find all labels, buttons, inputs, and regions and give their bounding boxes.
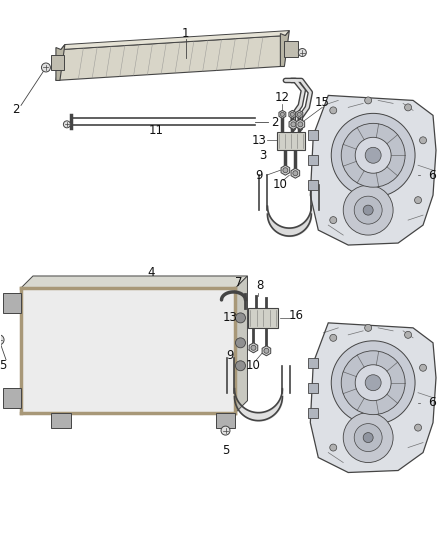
Circle shape <box>0 335 4 345</box>
FancyBboxPatch shape <box>248 308 279 328</box>
Circle shape <box>363 205 373 215</box>
Polygon shape <box>56 45 65 80</box>
Text: 5: 5 <box>0 359 7 372</box>
Circle shape <box>330 444 337 451</box>
Circle shape <box>341 351 405 415</box>
Circle shape <box>290 112 294 116</box>
Circle shape <box>283 168 288 173</box>
Text: 16: 16 <box>289 309 304 322</box>
Polygon shape <box>262 346 271 356</box>
Polygon shape <box>289 110 296 118</box>
FancyBboxPatch shape <box>308 408 318 418</box>
Text: 7: 7 <box>235 277 242 289</box>
FancyBboxPatch shape <box>3 387 21 408</box>
Polygon shape <box>296 119 305 130</box>
Circle shape <box>354 424 382 451</box>
Circle shape <box>330 216 337 224</box>
FancyBboxPatch shape <box>308 358 318 368</box>
Circle shape <box>414 197 421 204</box>
Text: 10: 10 <box>273 177 288 191</box>
Circle shape <box>343 413 393 463</box>
Circle shape <box>291 122 296 127</box>
Circle shape <box>420 364 427 372</box>
Circle shape <box>341 123 405 187</box>
Text: 11: 11 <box>148 124 163 137</box>
Polygon shape <box>61 30 290 50</box>
FancyBboxPatch shape <box>308 383 318 393</box>
Circle shape <box>363 433 373 442</box>
Circle shape <box>293 171 298 176</box>
Circle shape <box>221 426 230 435</box>
Circle shape <box>280 112 284 116</box>
Circle shape <box>236 361 245 371</box>
Polygon shape <box>56 36 286 80</box>
Polygon shape <box>289 119 298 130</box>
Circle shape <box>330 334 337 341</box>
Circle shape <box>297 112 301 116</box>
Circle shape <box>405 104 412 111</box>
Polygon shape <box>280 30 290 67</box>
Circle shape <box>354 196 382 224</box>
Circle shape <box>365 147 381 163</box>
Text: 1: 1 <box>182 27 189 40</box>
Text: 10: 10 <box>246 359 261 372</box>
Text: 8: 8 <box>257 279 264 293</box>
Circle shape <box>405 332 412 338</box>
Text: 9: 9 <box>227 349 234 362</box>
FancyBboxPatch shape <box>215 413 236 427</box>
Polygon shape <box>249 343 258 353</box>
Circle shape <box>331 114 415 197</box>
Text: 4: 4 <box>147 266 155 279</box>
FancyBboxPatch shape <box>308 180 318 190</box>
Circle shape <box>42 63 50 72</box>
Circle shape <box>64 121 71 128</box>
Polygon shape <box>291 168 300 178</box>
Circle shape <box>330 107 337 114</box>
Text: 13: 13 <box>252 134 267 147</box>
Circle shape <box>251 345 256 350</box>
Circle shape <box>365 325 372 332</box>
Circle shape <box>298 49 306 56</box>
Text: 2: 2 <box>271 116 278 129</box>
Circle shape <box>236 338 245 348</box>
Polygon shape <box>310 323 436 472</box>
Polygon shape <box>310 95 436 245</box>
Circle shape <box>331 341 415 425</box>
Circle shape <box>365 97 372 104</box>
Circle shape <box>365 375 381 391</box>
FancyBboxPatch shape <box>3 293 21 313</box>
Circle shape <box>414 424 421 431</box>
Circle shape <box>355 138 391 173</box>
Circle shape <box>355 365 391 401</box>
Text: 9: 9 <box>256 169 263 182</box>
Polygon shape <box>296 110 303 118</box>
Text: 2: 2 <box>12 103 20 116</box>
Text: 3: 3 <box>259 149 266 162</box>
Polygon shape <box>21 276 247 288</box>
Polygon shape <box>51 54 64 70</box>
FancyBboxPatch shape <box>277 132 305 150</box>
Polygon shape <box>284 41 298 56</box>
Circle shape <box>236 313 245 323</box>
FancyBboxPatch shape <box>308 155 318 165</box>
Polygon shape <box>21 288 236 413</box>
Text: 5: 5 <box>222 444 229 457</box>
Polygon shape <box>236 276 247 413</box>
Circle shape <box>264 348 269 353</box>
Polygon shape <box>279 110 286 118</box>
Text: 6: 6 <box>428 169 436 182</box>
Circle shape <box>343 185 393 235</box>
Text: 13: 13 <box>223 311 238 325</box>
FancyBboxPatch shape <box>308 131 318 140</box>
Text: 15: 15 <box>315 96 330 109</box>
Circle shape <box>298 122 303 127</box>
Polygon shape <box>281 165 290 175</box>
FancyBboxPatch shape <box>51 413 71 427</box>
Text: 6: 6 <box>428 396 436 409</box>
Text: 12: 12 <box>275 91 290 104</box>
Circle shape <box>420 137 427 144</box>
